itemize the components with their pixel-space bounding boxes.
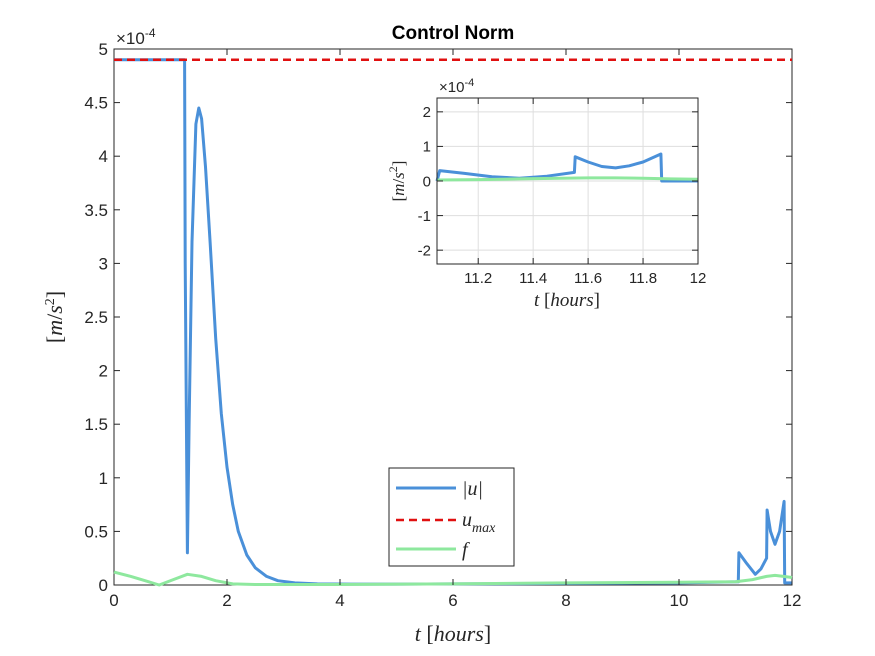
x-tick-label: 12	[783, 591, 802, 610]
y-tick-label: -1	[418, 208, 431, 225]
inset-y-axis-label: [m/s2]	[386, 161, 408, 202]
x-tick-label: 11.8	[629, 270, 657, 287]
x-tick-label: 2	[222, 591, 231, 610]
inset-x-axis-label: t [hours]	[534, 290, 600, 311]
x-tick-label: 11.4	[519, 270, 547, 287]
main-y-axis-label: [m/s2]	[42, 291, 67, 343]
y-tick-label: 5	[99, 40, 108, 59]
y-tick-label: 0.5	[84, 522, 108, 541]
y-tick-label: 0	[99, 576, 108, 595]
series-line-f	[113, 570, 793, 587]
y-tick-label: 2.5	[84, 308, 108, 327]
y-tick-label: 4	[99, 147, 108, 166]
y-tick-label: -2	[418, 242, 431, 259]
legend: |u| umax f	[388, 467, 515, 567]
legend-box	[388, 467, 515, 567]
y-tick-label: 3	[99, 254, 108, 273]
main-series-group	[113, 58, 793, 587]
series-line-f	[436, 176, 699, 182]
chart-title: Control Norm	[392, 23, 514, 44]
x-tick-label: 6	[448, 591, 457, 610]
y-tick-label: 2	[423, 104, 431, 121]
y-tick-label: 1	[423, 139, 431, 156]
inset-y-ticks: -2 -1 0 1 2	[418, 104, 698, 259]
y-tick-label: 3.5	[84, 201, 108, 220]
y-tick-label: 2	[99, 362, 108, 381]
y-tick-label: 1	[99, 469, 108, 488]
legend-label-u: |u|	[462, 478, 483, 500]
main-y-exponent: ×10-4	[116, 26, 156, 48]
main-y-ticks: 0 0.5 1 1.5 2 2.5 3 3.5 4 4.5 5	[84, 40, 792, 595]
main-x-ticks: 0 2 4 6 8 10 12	[109, 49, 801, 610]
x-tick-label: 4	[335, 591, 344, 610]
x-tick-label: 12	[690, 270, 707, 287]
inset-x-ticks: 11.2 11.4 11.6 11.8 12	[464, 98, 706, 287]
x-tick-label: 11.2	[464, 270, 492, 287]
legend-label-f: f	[462, 539, 470, 561]
y-tick-label: 4.5	[84, 94, 108, 113]
x-tick-label: 0	[109, 591, 118, 610]
x-tick-label: 8	[561, 591, 570, 610]
x-tick-label: 10	[670, 591, 689, 610]
y-tick-label: 1.5	[84, 415, 108, 434]
series-line-u	[435, 152, 698, 183]
main-x-axis-label: t [hours]	[415, 621, 491, 646]
x-tick-label: 11.6	[574, 270, 602, 287]
inset-series-group	[435, 152, 699, 183]
y-tick-label: 0	[423, 173, 431, 190]
